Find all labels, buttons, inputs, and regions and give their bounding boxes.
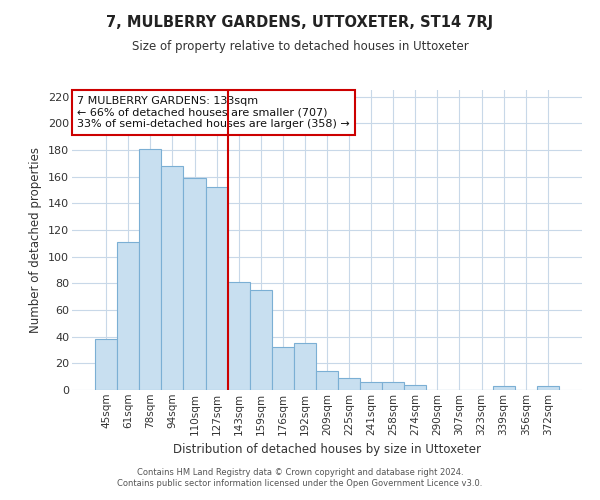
Bar [382, 382, 404, 390]
Text: Size of property relative to detached houses in Uttoxeter: Size of property relative to detached ho… [131, 40, 469, 53]
Bar [95, 340, 117, 390]
Bar [139, 148, 161, 390]
Bar [227, 282, 250, 390]
Bar [161, 166, 184, 390]
Bar [250, 290, 272, 390]
Bar [338, 378, 360, 390]
Bar [272, 348, 294, 390]
X-axis label: Distribution of detached houses by size in Uttoxeter: Distribution of detached houses by size … [173, 443, 481, 456]
Bar [117, 242, 139, 390]
Text: Contains HM Land Registry data © Crown copyright and database right 2024.
Contai: Contains HM Land Registry data © Crown c… [118, 468, 482, 487]
Bar [294, 344, 316, 390]
Bar [493, 386, 515, 390]
Y-axis label: Number of detached properties: Number of detached properties [29, 147, 43, 333]
Bar [360, 382, 382, 390]
Bar [206, 188, 227, 390]
Bar [316, 372, 338, 390]
Bar [184, 178, 206, 390]
Bar [537, 386, 559, 390]
Text: 7, MULBERRY GARDENS, UTTOXETER, ST14 7RJ: 7, MULBERRY GARDENS, UTTOXETER, ST14 7RJ [106, 15, 494, 30]
Bar [404, 384, 427, 390]
Text: 7 MULBERRY GARDENS: 133sqm
← 66% of detached houses are smaller (707)
33% of sem: 7 MULBERRY GARDENS: 133sqm ← 66% of deta… [77, 96, 350, 129]
